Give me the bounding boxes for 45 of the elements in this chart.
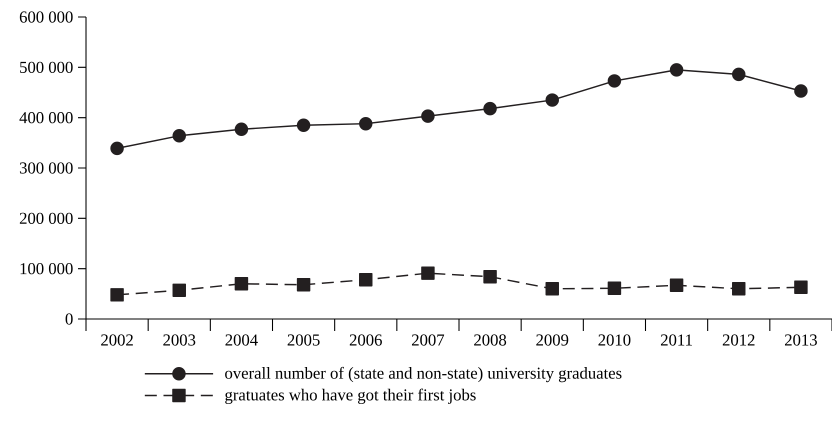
- point: [732, 282, 746, 296]
- x-tick-label: 2013: [784, 334, 817, 346]
- y-tick-label: 300 000: [20, 162, 73, 174]
- x-tick-label: 2008: [474, 334, 506, 346]
- x-tick-label: 2002: [101, 334, 133, 346]
- x-tick-label: 2010: [598, 334, 630, 346]
- x-tick-label: 2012: [722, 334, 754, 346]
- point: [421, 109, 435, 123]
- point: [546, 93, 559, 107]
- y-tick-label: 200 000: [20, 212, 73, 224]
- point: [670, 278, 684, 292]
- point: [172, 284, 186, 298]
- x-tick-label: 2007: [412, 334, 444, 346]
- legend-label: gratuates who have got their first jobs: [225, 388, 476, 404]
- point: [670, 63, 684, 77]
- y-tick-label: 500 000: [20, 62, 73, 73]
- point: [359, 116, 372, 130]
- point: [110, 142, 124, 156]
- point: [794, 280, 808, 294]
- point: [608, 282, 622, 296]
- point: [359, 272, 372, 286]
- x-tick-label: 2003: [163, 334, 196, 346]
- x-tick-label: 2009: [536, 334, 568, 346]
- point: [296, 118, 310, 132]
- y-tick-label: 400 000: [19, 112, 73, 124]
- point: [794, 84, 808, 98]
- y-tick-label: 0: [66, 313, 73, 325]
- point: [172, 129, 186, 143]
- x-tick-label: 2004: [225, 334, 258, 346]
- point: [110, 288, 124, 302]
- point: [546, 282, 559, 296]
- legend-label: overall number of (state and non-state) university graduates: [225, 366, 622, 382]
- point: [234, 122, 248, 136]
- x-tick-label: 2005: [288, 334, 320, 346]
- point: [483, 270, 497, 284]
- point: [732, 68, 746, 82]
- point: [421, 266, 435, 280]
- y-tick-label: 100 000: [20, 263, 73, 274]
- x-tick-label: 2011: [660, 334, 692, 346]
- x-tick-label: 2006: [350, 334, 382, 346]
- point: [296, 278, 310, 292]
- point: [483, 102, 497, 116]
- point: [234, 277, 248, 290]
- y-tick-label: 600 000: [20, 11, 73, 23]
- point: [608, 74, 622, 88]
